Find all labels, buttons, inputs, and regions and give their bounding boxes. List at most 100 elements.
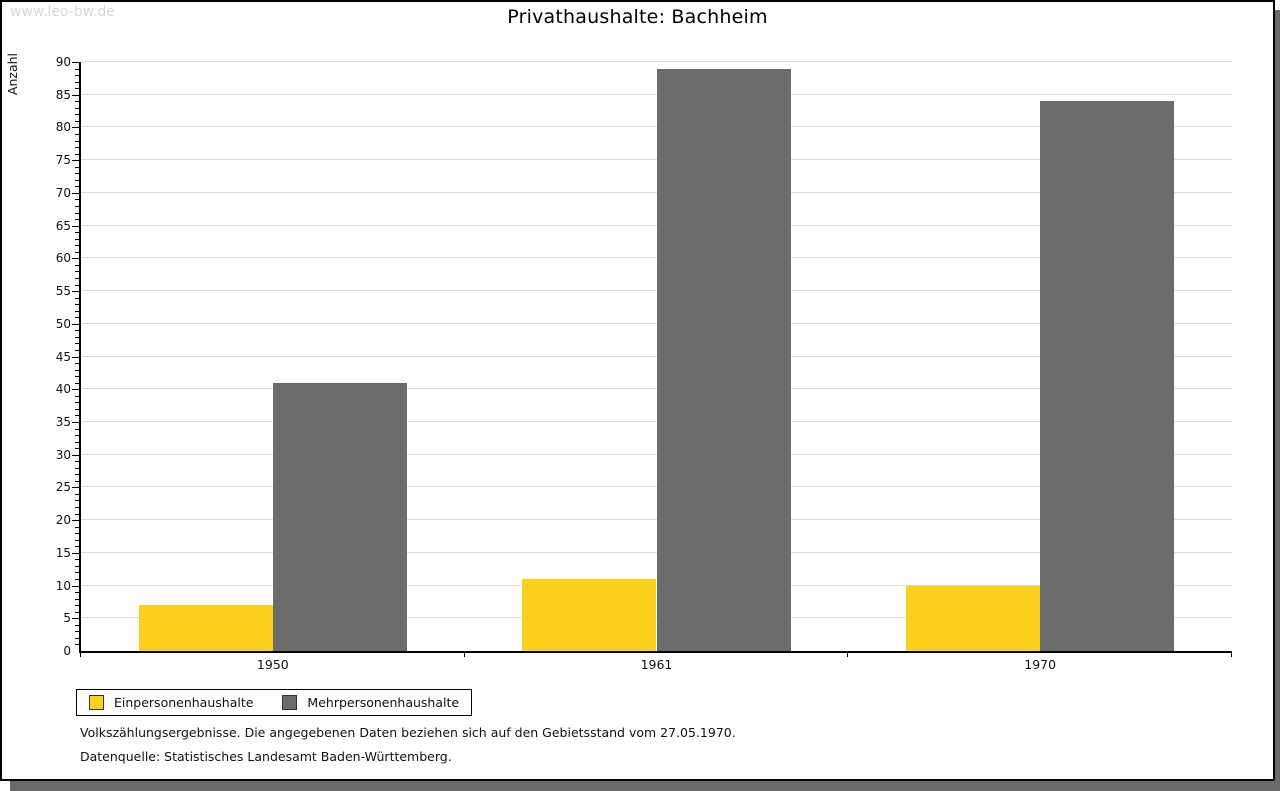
y-major-tick-85 (72, 94, 79, 96)
y-major-tick-10 (72, 585, 79, 587)
bar-1961-Einpersonenhaushalte (522, 579, 657, 651)
y-minor-tick-23 (75, 500, 79, 502)
y-tick-label-55: 55 (55, 284, 71, 299)
y-minor-tick-69 (75, 199, 79, 201)
y-tick-label-65: 65 (55, 218, 71, 233)
y-minor-tick-78 (75, 140, 79, 142)
y-minor-tick-6 (75, 611, 79, 613)
y-axis-label: Anzahl (5, 53, 20, 96)
y-minor-tick-33 (75, 435, 79, 437)
y-minor-tick-22 (75, 507, 79, 509)
y-minor-tick-19 (75, 526, 79, 528)
x-category-label-1961: 1961 (640, 657, 673, 672)
y-major-tick-55 (72, 291, 79, 293)
y-minor-tick-89 (75, 68, 79, 70)
x-category-label-1970: 1970 (1024, 657, 1057, 672)
y-minor-tick-12 (75, 572, 79, 574)
x-tick-1 (463, 651, 465, 657)
y-minor-tick-51 (75, 317, 79, 319)
gridline-y-90 (81, 61, 1232, 62)
y-tick-label-35: 35 (55, 414, 71, 429)
y-minor-tick-4 (75, 624, 79, 626)
y-minor-tick-73 (75, 173, 79, 175)
y-tick-label-15: 15 (55, 545, 71, 560)
footer-note-source-period: Volkszählungsergebnisse. Die angegebenen… (80, 725, 736, 740)
y-minor-tick-27 (75, 474, 79, 476)
y-minor-tick-26 (75, 480, 79, 482)
y-tick-label-45: 45 (55, 349, 71, 364)
y-minor-tick-81 (75, 120, 79, 122)
y-minor-tick-38 (75, 402, 79, 404)
y-major-tick-80 (72, 127, 79, 129)
y-minor-tick-62 (75, 245, 79, 247)
legend-label: Mehrpersonenhaushalte (307, 695, 460, 710)
legend-swatch-Mehrpersonenhaushalte (282, 695, 298, 710)
y-minor-tick-56 (75, 284, 79, 286)
y-minor-tick-68 (75, 205, 79, 207)
y-major-tick-65 (72, 225, 79, 227)
y-minor-tick-43 (75, 369, 79, 371)
y-minor-tick-49 (75, 330, 79, 332)
plot-area: 0 5 10 15 20 25 30 35 40 45 50 55 60 65 70 75 80 85 90 1950… (56, 55, 1232, 672)
y-minor-tick-67 (75, 212, 79, 214)
y-tick-label-40: 40 (55, 382, 71, 397)
y-major-tick-90 (72, 62, 79, 63)
y-minor-tick-39 (75, 395, 79, 397)
bar-1970-Mehrpersonenhaushalte (1040, 101, 1175, 651)
x-tick-2 (847, 651, 849, 657)
bar-1950-Einpersonenhaushalte (138, 605, 273, 651)
y-minor-tick-18 (75, 533, 79, 535)
y-minor-tick-59 (75, 264, 79, 266)
y-major-tick-20 (72, 520, 79, 522)
y-minor-tick-76 (75, 153, 79, 155)
y-minor-tick-41 (75, 382, 79, 384)
y-minor-tick-83 (75, 107, 79, 109)
y-minor-tick-11 (75, 579, 79, 581)
y-major-tick-45 (72, 356, 79, 358)
legend-item-Mehrpersonenhaushalte: Mehrpersonenhaushalte (282, 695, 459, 710)
x-tick-0 (80, 651, 81, 657)
y-minor-tick-66 (75, 219, 79, 221)
y-minor-tick-44 (75, 363, 79, 365)
y-tick-label-5: 5 (63, 611, 71, 626)
y-minor-tick-31 (75, 448, 79, 450)
legend-label: Einpersonenhaushalte (114, 695, 254, 710)
y-tick-label-10: 10 (55, 578, 71, 593)
y-minor-tick-13 (75, 565, 79, 567)
y-minor-tick-2 (75, 637, 79, 639)
y-minor-tick-9 (75, 592, 79, 594)
y-minor-tick-82 (75, 114, 79, 116)
y-minor-tick-8 (75, 598, 79, 600)
y-minor-tick-77 (75, 147, 79, 149)
page-shadow-bottom (10, 781, 1280, 791)
y-major-tick-15 (72, 552, 79, 554)
bar-1950-Mehrpersonenhaushalte (272, 382, 408, 651)
y-major-tick-30 (72, 454, 79, 456)
y-minor-tick-42 (75, 376, 79, 378)
legend-item-Einpersonenhaushalte: Einpersonenhaushalte (89, 695, 253, 710)
y-tick-label-75: 75 (55, 153, 71, 168)
y-major-tick-70 (72, 192, 79, 194)
y-minor-tick-54 (75, 297, 79, 299)
y-tick-label-85: 85 (55, 87, 71, 102)
y-tick-label-0: 0 (63, 644, 71, 658)
chart-title: Privathaushalte: Bachheim (507, 6, 768, 28)
y-minor-tick-52 (75, 310, 79, 312)
y-major-tick-25 (72, 487, 79, 489)
bar-1961-Mehrpersonenhaushalte (656, 68, 791, 651)
y-tick-label-80: 80 (55, 120, 71, 135)
y-minor-tick-47 (75, 343, 79, 345)
x-tick-3 (1231, 651, 1232, 657)
y-major-tick-75 (72, 160, 79, 162)
y-minor-tick-29 (75, 461, 79, 463)
y-minor-tick-53 (75, 304, 79, 306)
x-category-label-1950: 1950 (256, 657, 289, 672)
y-minor-tick-86 (75, 88, 79, 90)
y-minor-tick-7 (75, 605, 79, 607)
page-shadow-right (1275, 10, 1280, 791)
y-minor-tick-84 (75, 101, 79, 103)
y-minor-tick-79 (75, 134, 79, 135)
y-tick-label-25: 25 (55, 480, 71, 495)
y-minor-tick-46 (75, 349, 79, 351)
y-major-tick-5 (72, 618, 79, 620)
